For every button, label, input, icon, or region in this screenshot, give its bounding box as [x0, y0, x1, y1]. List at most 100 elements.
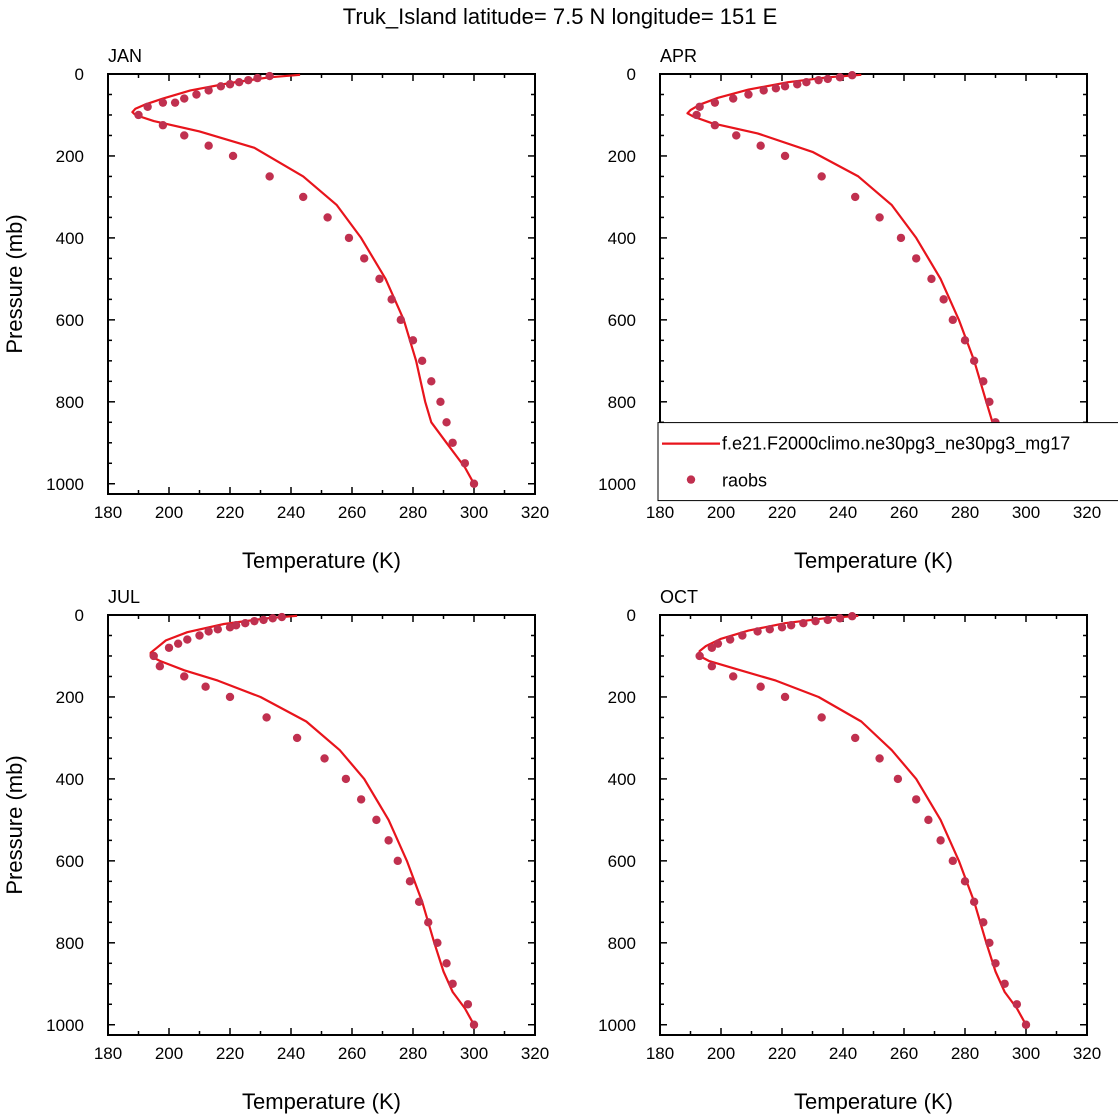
y-tick-label: 1000 — [46, 1016, 84, 1035]
raobs-point — [134, 110, 143, 120]
raobs-point — [158, 98, 168, 107]
raobs-point — [225, 80, 235, 89]
plot-frame — [659, 614, 1088, 1036]
raobs-point — [738, 631, 747, 640]
model-profile-line — [698, 614, 1027, 1026]
raobs-point — [793, 80, 802, 89]
y-tick-label: 800 — [56, 934, 84, 953]
raobs-point — [405, 877, 415, 886]
x-tick-label: 320 — [521, 503, 549, 522]
raobs-point — [780, 151, 790, 161]
raobs-point — [277, 612, 287, 622]
raobs-point — [265, 71, 274, 81]
x-tick-label: 280 — [951, 503, 979, 522]
raobs-point — [299, 192, 308, 202]
y-tick-label: 600 — [608, 311, 636, 330]
legend-marker-swatch — [686, 475, 696, 484]
raobs-point — [448, 979, 457, 988]
raobs-point — [360, 254, 369, 263]
y-tick-label: 400 — [56, 770, 84, 789]
raobs-point — [780, 82, 790, 91]
raobs-point — [896, 233, 906, 243]
x-tick-label: 260 — [338, 503, 366, 522]
raobs-point — [170, 98, 180, 107]
raobs-point — [384, 836, 393, 845]
raobs-point — [817, 713, 826, 722]
y-tick-label: 400 — [608, 770, 636, 789]
raobs-point — [427, 377, 436, 386]
raobs-point — [851, 192, 860, 202]
raobs-point — [225, 692, 235, 702]
raobs-point — [835, 614, 845, 623]
raobs-point — [262, 713, 271, 722]
raobs-point — [204, 141, 213, 150]
raobs-point — [786, 621, 796, 630]
figure-title: Truk_Island latitude= 7.5 N longitude= 1… — [343, 4, 778, 29]
raobs-point — [692, 110, 701, 120]
raobs-point — [780, 692, 790, 702]
x-axis-label: Temperature (K) — [242, 1089, 401, 1114]
y-tick-label: 800 — [608, 393, 636, 412]
x-axis-label: Temperature (K) — [794, 1089, 953, 1114]
raobs-point — [414, 897, 424, 907]
raobs-point — [292, 733, 302, 743]
x-tick-label: 280 — [399, 1044, 427, 1063]
raobs-point — [991, 959, 1000, 968]
raobs-point — [448, 438, 457, 447]
model-profile-line — [686, 73, 1027, 485]
x-tick-label: 240 — [277, 1044, 305, 1063]
raobs-point — [725, 635, 735, 644]
x-axis-label: Temperature (K) — [794, 548, 953, 573]
raobs-point — [192, 90, 201, 99]
raobs-point — [442, 418, 451, 427]
raobs-point — [433, 938, 442, 948]
raobs-point — [799, 618, 808, 628]
x-tick-label: 240 — [829, 1044, 857, 1063]
legend-model-label: f.e21.F2000climo.ne30pg3_ne30pg3_mg17 — [722, 434, 1070, 455]
x-tick-label: 200 — [155, 1044, 183, 1063]
legend: f.e21.F2000climo.ne30pg3_ne30pg3_mg17rao… — [657, 422, 1118, 502]
raobs-point — [201, 682, 210, 691]
raobs-point — [372, 815, 381, 825]
y-tick-label: 400 — [608, 229, 636, 248]
raobs-point — [460, 459, 470, 468]
x-tick-label: 280 — [399, 503, 427, 522]
panel-label: OCT — [660, 587, 698, 607]
raobs-point — [960, 336, 970, 345]
plot-frame — [107, 614, 536, 1036]
y-axis-label: Pressure (mb) — [2, 755, 27, 894]
raobs-point — [320, 754, 329, 763]
raobs-point — [164, 643, 174, 652]
raobs-point — [356, 795, 366, 804]
raobs-point — [729, 94, 738, 103]
raobs-point — [225, 623, 235, 632]
x-tick-label: 220 — [216, 503, 244, 522]
raobs-point — [823, 74, 832, 84]
x-tick-label: 220 — [768, 503, 796, 522]
raobs-point — [814, 75, 823, 85]
y-tick-label: 200 — [56, 688, 84, 707]
raobs-point — [1012, 1000, 1022, 1009]
raobs-point — [195, 631, 204, 640]
y-tick-label: 400 — [56, 229, 84, 248]
raobs-point — [939, 295, 948, 304]
raobs-point — [1021, 1020, 1031, 1029]
y-tick-label: 1000 — [46, 475, 84, 494]
raobs-point — [802, 77, 811, 87]
raobs-point — [241, 618, 250, 628]
panel-jul: 180 200 220 240 260 280 300 320 0 200 400 600 800 100… — [2, 587, 549, 1114]
raobs-point — [912, 795, 921, 804]
raobs-point — [847, 71, 857, 80]
x-axis-label: Temperature (K) — [242, 548, 401, 573]
y-tick-label: 0 — [75, 65, 84, 84]
raobs-point — [936, 836, 945, 845]
raobs-point — [463, 1000, 473, 1009]
raobs-point — [985, 397, 994, 407]
raobs-point — [183, 635, 192, 644]
y-tick-label: 600 — [608, 852, 636, 871]
raobs-point — [969, 897, 979, 907]
raobs-point — [268, 614, 277, 623]
y-tick-label: 1000 — [598, 1016, 636, 1035]
model-profile-line — [149, 614, 475, 1026]
raobs-point — [979, 377, 988, 386]
